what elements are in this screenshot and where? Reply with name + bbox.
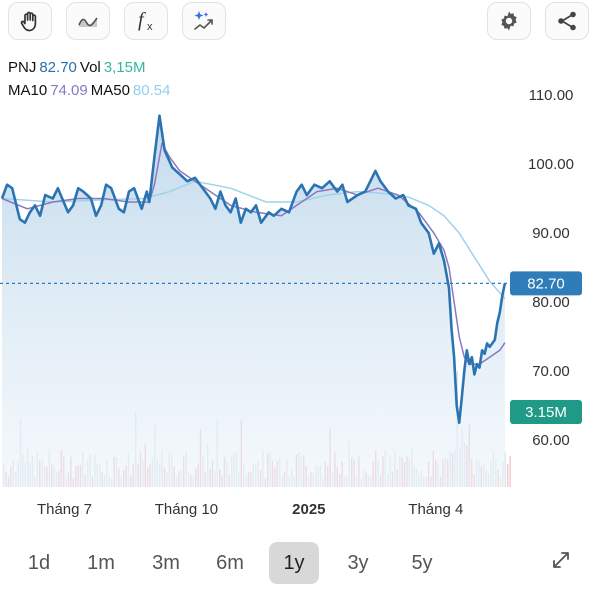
volume-value: 3,15M [103,59,146,76]
y-axis-tick-label: 80.00 [532,294,570,311]
ma50-label: MA50 [90,82,130,99]
volume-label: Vol [79,59,101,76]
range-button-3y[interactable]: 3y [347,551,369,574]
price-chart[interactable]: 110.00 100.00 90.00 80.00 70.00 60.00 Tháng 7… [0,0,600,530]
share-button[interactable] [545,2,589,40]
y-axis-tick-label: 90.00 [532,225,570,242]
volume-tag-text: 3.15M [525,404,567,421]
y-axis-tick-label: 100.00 [528,156,574,173]
svg-text:x: x [147,21,153,33]
price-line [0,114,507,425]
x-axis-tick-label: Tháng 7 [37,501,92,518]
moving-average-summary: MA10 74.09 MA50 80.54 [8,82,173,99]
range-button-1m[interactable]: 1m [87,551,115,574]
price-area [2,115,505,487]
expand-icon [549,548,573,578]
hand-icon [18,9,42,33]
range-button-1y[interactable]: 1y [269,542,319,584]
price-tag-text: 82.70 [527,275,565,292]
range-button-1d[interactable]: 1d [27,551,51,574]
last-price: 82.70 [39,59,77,76]
volume-tag: 3.15M [510,400,582,424]
ma10-value: 74.09 [50,82,88,99]
sparkle-trend-icon [191,8,217,34]
range-button-5y[interactable]: 5y [411,551,433,574]
volume-bar [509,456,511,487]
expand-button[interactable] [536,542,586,584]
range-button-6m[interactable]: 6m [216,551,244,574]
ma50-value: 80.54 [132,82,171,99]
range-button-3m[interactable]: 3m [152,551,180,574]
volume-bar [507,463,509,487]
x-axis-tick-label: 2025 [292,501,325,518]
y-axis-tick-label: 60.00 [532,432,570,449]
y-axis-tick-label: 110.00 [529,87,574,104]
settings-button[interactable] [487,2,531,40]
line-style-button[interactable] [66,2,110,40]
svg-text:f: f [138,9,146,31]
share-icon [555,9,579,33]
gear-icon [497,9,521,33]
x-axis-tick-label: Tháng 10 [155,501,218,518]
volume-bar [504,451,506,487]
wave-line-icon [76,9,100,33]
ticker-symbol: PNJ [8,59,37,76]
quote-summary: PNJ 82.70 Vol 3,15M [8,59,148,76]
ma10-label: MA10 [8,82,48,99]
x-axis-tick-label: Tháng 4 [408,501,463,518]
y-axis-tick-label: 70.00 [532,363,570,380]
range-selector: 1d 1m 3m 6m 1y 3y 5y [14,542,588,584]
ai-analysis-button[interactable] [182,2,226,40]
hand-button[interactable] [8,2,52,40]
price-tag: 82.70 [510,271,582,296]
